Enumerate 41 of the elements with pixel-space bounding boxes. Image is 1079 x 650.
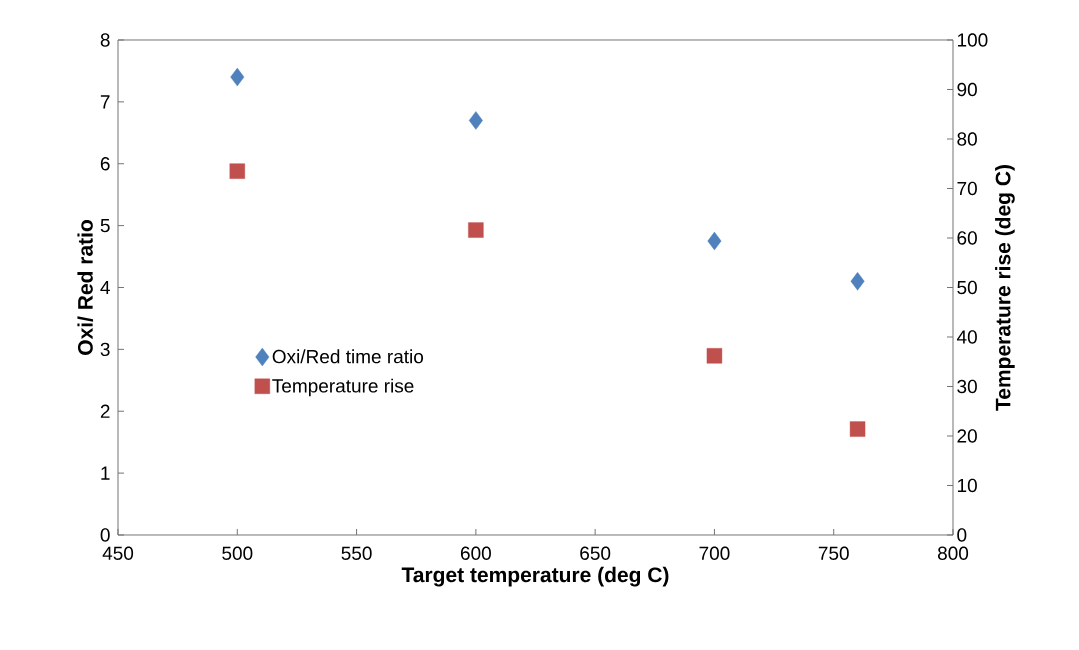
y-tick-label: 1 bbox=[101, 466, 110, 480]
x-tick-label: 500 bbox=[222, 546, 253, 560]
x-tick-label: 550 bbox=[341, 546, 372, 560]
y-tick-label: 0 bbox=[100, 528, 110, 542]
x-tick-label: 450 bbox=[102, 546, 134, 560]
y-tick-label: 6 bbox=[100, 157, 110, 171]
point bbox=[706, 348, 723, 364]
y2-tick-label: 40 bbox=[956, 330, 977, 344]
x-tick-label: 650 bbox=[580, 546, 611, 560]
y2-tick-label: 90 bbox=[957, 82, 977, 97]
x-tick-label: 800 bbox=[937, 546, 969, 560]
x-tick-label: 750 bbox=[818, 546, 849, 560]
point bbox=[850, 272, 865, 291]
x-tick-label: 600 bbox=[460, 546, 491, 560]
y2-tick-label: 80 bbox=[957, 132, 977, 146]
y-tick-label: 5 bbox=[100, 219, 110, 233]
point bbox=[468, 222, 484, 238]
point bbox=[849, 421, 866, 437]
legend-label: Temperature rise bbox=[272, 378, 414, 397]
y2-tick-label: 30 bbox=[957, 379, 977, 394]
y2-tick-label: 100 bbox=[957, 33, 988, 47]
y2-tick-label: 20 bbox=[957, 429, 977, 443]
point bbox=[229, 163, 245, 179]
y-axis-title: Oxi/ Red ratio bbox=[77, 220, 94, 355]
point bbox=[230, 67, 245, 87]
legend-label: Oxi/Red time ratio bbox=[272, 349, 424, 364]
y2-tick-label: 10 bbox=[957, 478, 977, 493]
x-tick-label: 700 bbox=[699, 546, 730, 560]
point bbox=[468, 111, 483, 130]
y-tick-label: 8 bbox=[100, 33, 110, 47]
y-tick-label: 2 bbox=[100, 404, 110, 418]
x-axis-title: Target temperature (deg C) bbox=[401, 566, 669, 587]
y-tick-label: 7 bbox=[100, 95, 110, 109]
y2-tick-label: 70 bbox=[957, 181, 977, 196]
y2-tick-label: 60 bbox=[957, 231, 977, 245]
y2-tick-label: 50 bbox=[957, 280, 977, 295]
point bbox=[707, 231, 722, 251]
y-tick-label: 4 bbox=[100, 280, 110, 295]
y2-axis-title: Temperature rise (deg C) bbox=[995, 165, 1015, 411]
y2-tick-label: 0 bbox=[957, 528, 967, 542]
y-tick-label: 3 bbox=[100, 342, 110, 357]
